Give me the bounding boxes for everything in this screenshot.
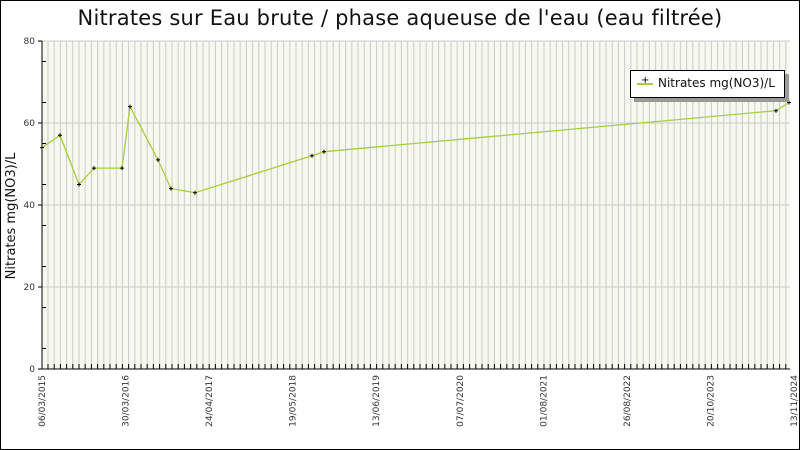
data-point-marker (77, 182, 81, 187)
y-tick-label: 0 (29, 365, 35, 375)
data-point-marker (193, 190, 197, 195)
x-tick-label: 30/03/2016 (122, 375, 132, 427)
data-point-marker (310, 153, 314, 158)
x-tick-label: 24/04/2017 (205, 375, 215, 427)
y-tick-label: 80 (24, 37, 36, 47)
data-point-marker (40, 145, 44, 150)
y-tick-label: 20 (24, 283, 36, 293)
data-point-marker (322, 149, 326, 154)
x-tick-label: 01/08/2021 (539, 375, 549, 427)
data-point-marker (92, 166, 96, 171)
data-point-marker (120, 166, 124, 171)
y-tick-label: 60 (24, 119, 36, 129)
legend-marker-icon (637, 75, 653, 86)
x-tick-label: 07/07/2020 (456, 375, 466, 427)
legend-label: Nitrates mg(NO3)/L (658, 76, 775, 90)
data-point-marker (774, 108, 778, 113)
y-tick-label: 40 (24, 201, 36, 211)
x-tick-label: 19/05/2018 (289, 375, 299, 427)
x-tick-label: 13/11/2024 (790, 375, 800, 427)
legend: Nitrates mg(NO3)/L (630, 70, 785, 98)
chart-title: Nitrates sur Eau brute / phase aqueuse d… (77, 6, 723, 30)
data-point-marker (128, 104, 132, 109)
data-point-marker (156, 157, 160, 162)
data-point-marker (58, 133, 62, 138)
x-tick-label: 26/08/2022 (623, 375, 633, 427)
x-tick-label: 20/10/2023 (706, 375, 716, 427)
x-tick-label: 06/03/2015 (38, 375, 48, 427)
x-tick-label: 13/06/2019 (372, 375, 382, 427)
data-point-marker (787, 100, 791, 105)
data-point-marker (169, 186, 173, 191)
